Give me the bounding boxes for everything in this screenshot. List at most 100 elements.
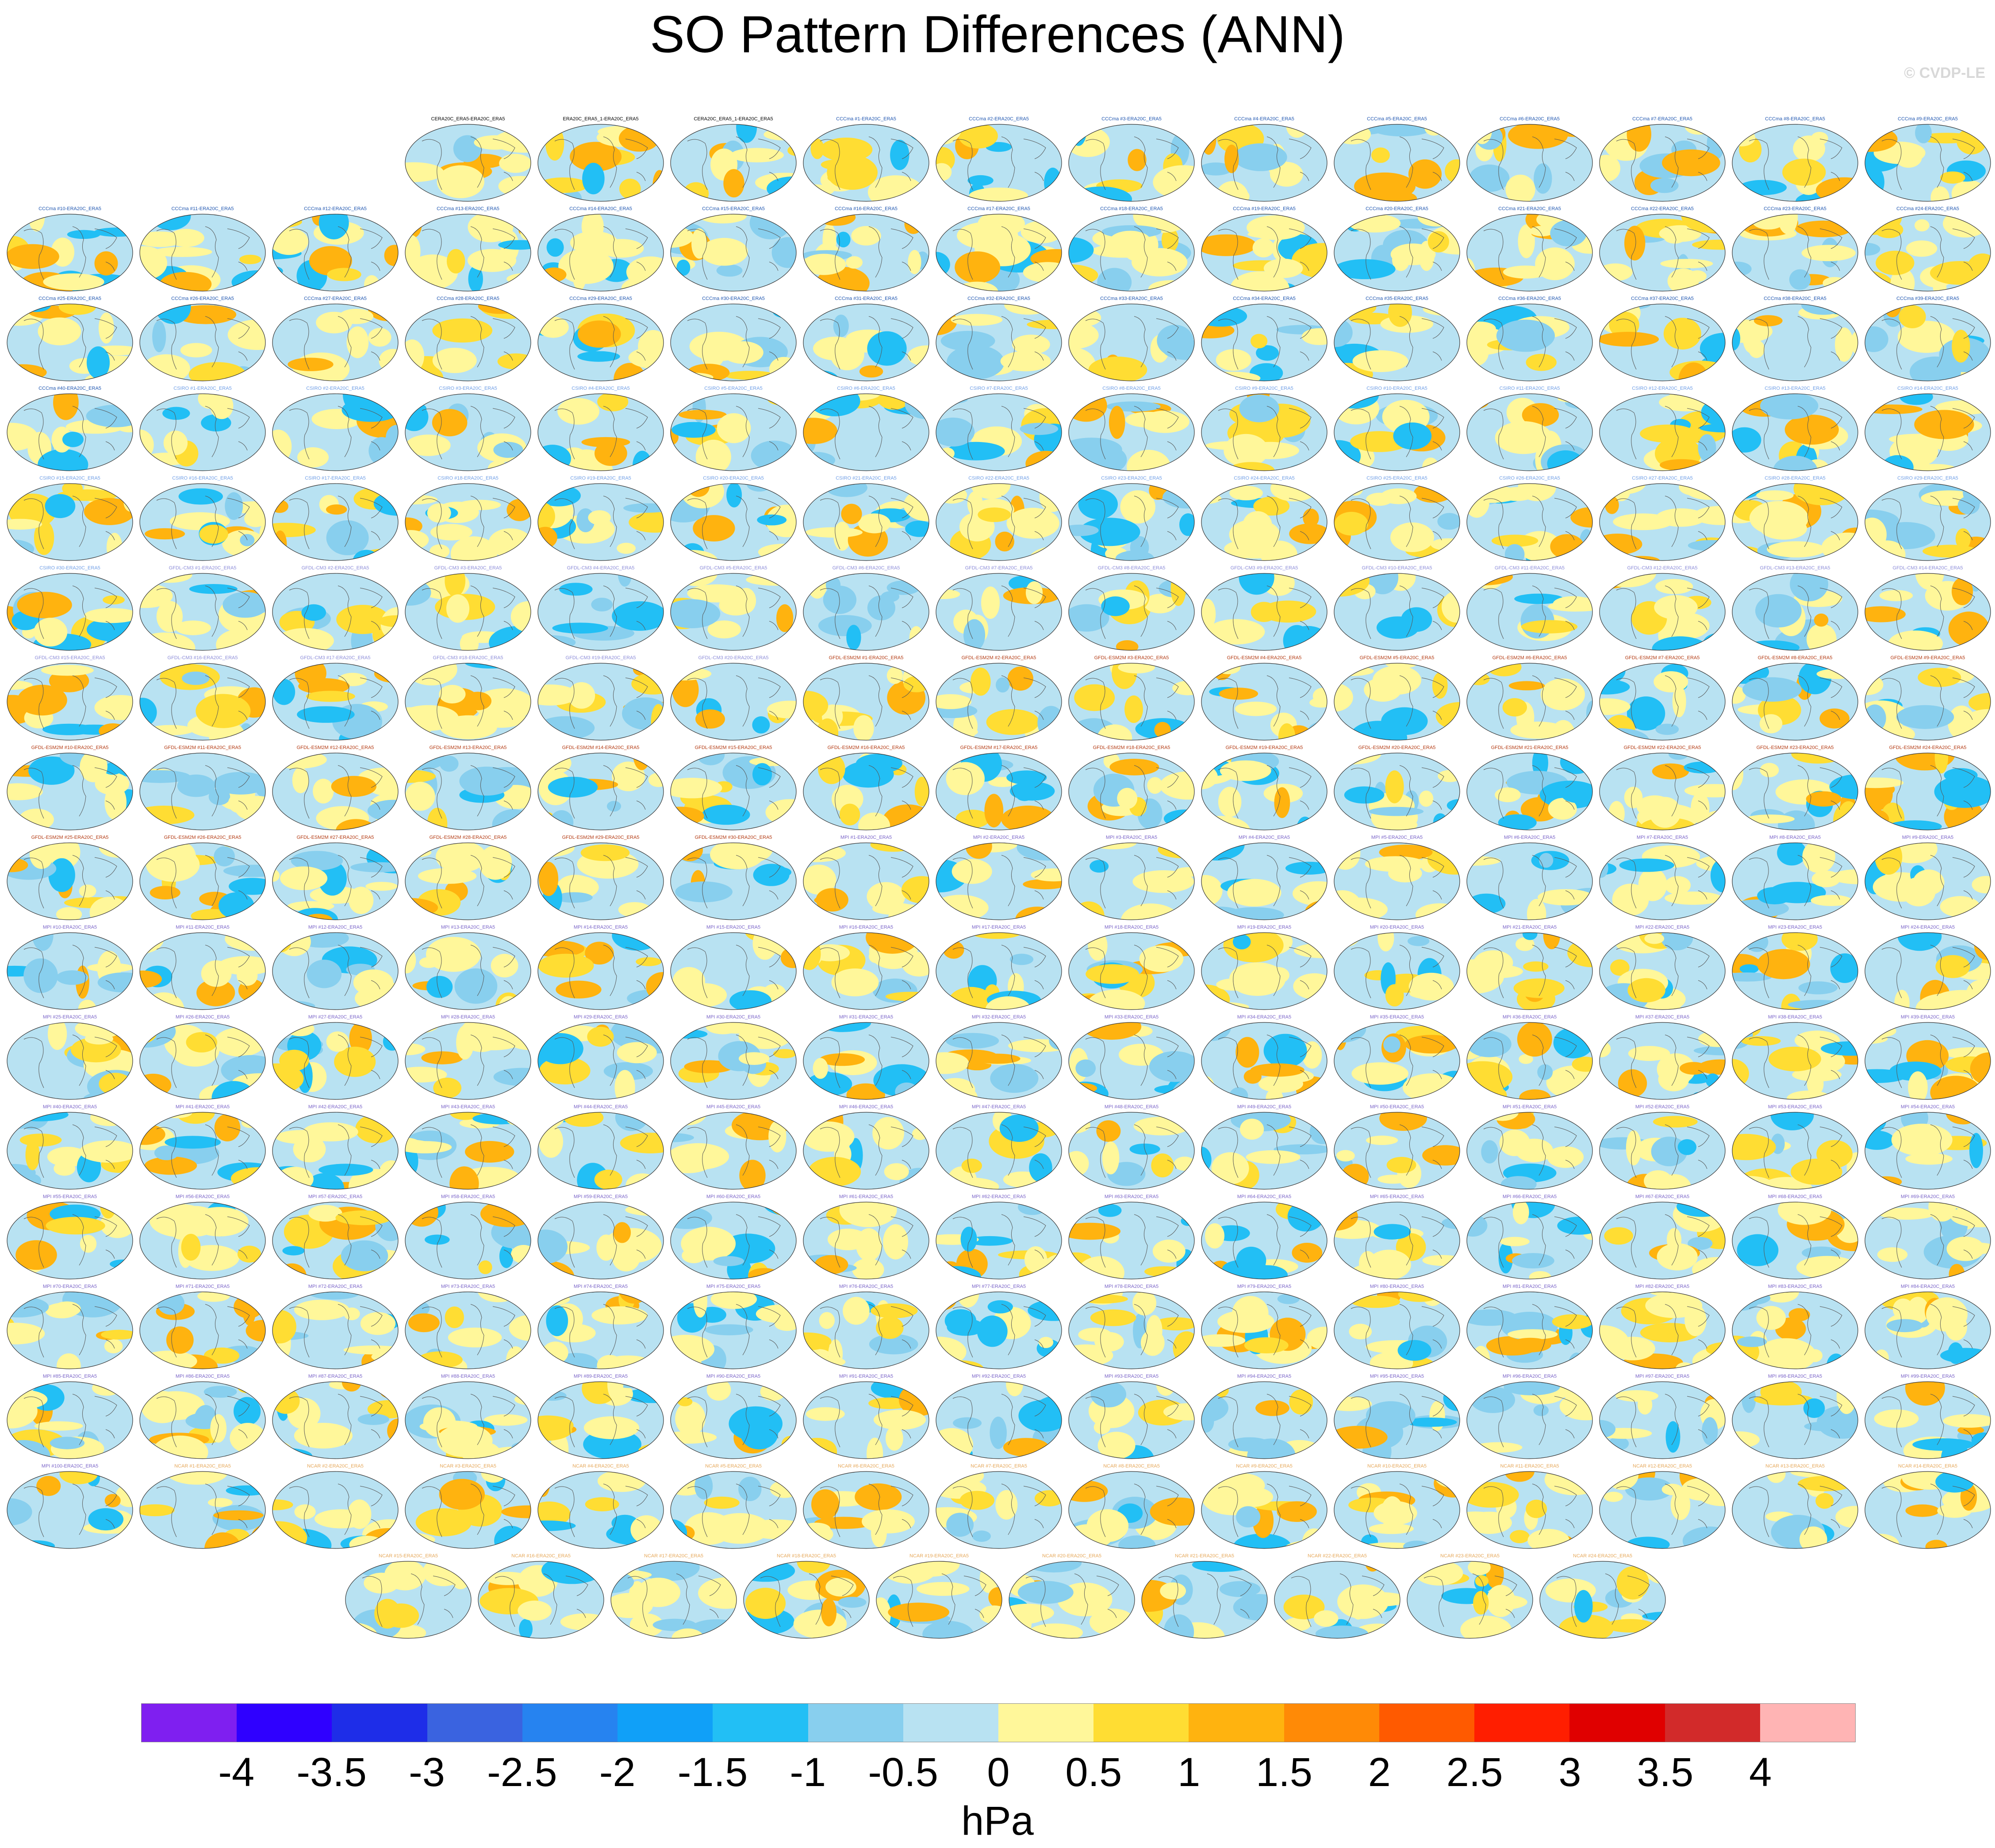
anomaly-region bbox=[1467, 1511, 1512, 1534]
anomaly-region bbox=[548, 776, 598, 798]
map-panel: GFDL-ESM2M #30-ERA20C_ERA5 bbox=[669, 834, 798, 924]
panel-label: GFDL-CM3 #11-ERA20C_ERA5 bbox=[1494, 565, 1565, 571]
map-panel: CSIRO #15-ERA20C_ERA5 bbox=[5, 475, 134, 565]
coastline bbox=[820, 229, 840, 280]
panel-label: CCCma #36-ERA20C_ERA5 bbox=[1498, 296, 1561, 301]
coastline bbox=[1554, 318, 1577, 339]
anomaly-region bbox=[1553, 596, 1592, 612]
map-panel: CSIRO #23-ERA20C_ERA5 bbox=[1067, 475, 1196, 565]
anomaly-region bbox=[365, 882, 398, 891]
anomaly-region bbox=[439, 685, 466, 703]
panel-label: GFDL-ESM2M #18-ERA20C_ERA5 bbox=[1093, 745, 1170, 750]
panel-label: GFDL-ESM2M #14-ERA20C_ERA5 bbox=[562, 745, 640, 750]
panel-label: MPI #4-ERA20C_ERA5 bbox=[1238, 835, 1290, 840]
anomaly-region bbox=[1801, 245, 1856, 261]
coastline bbox=[105, 351, 115, 361]
anomaly-map bbox=[1201, 1471, 1327, 1549]
panel-label: NCAR #5-ERA20C_ERA5 bbox=[705, 1464, 762, 1469]
anomaly-map bbox=[1732, 932, 1858, 1010]
coastline bbox=[554, 319, 575, 370]
anomaly-region bbox=[1618, 1069, 1647, 1098]
anomaly-region bbox=[1644, 933, 1665, 944]
anomaly-region bbox=[675, 1401, 706, 1436]
anomaly-region bbox=[168, 229, 204, 247]
map-panel: GFDL-CM3 #11-ERA20C_ERA5 bbox=[1465, 565, 1594, 654]
panel-label: GFDL-ESM2M #15-ERA20C_ERA5 bbox=[694, 745, 772, 750]
anomaly-map bbox=[7, 663, 133, 741]
map-panel: MPI #38-ERA20C_ERA5 bbox=[1730, 1014, 1860, 1103]
coastline bbox=[338, 496, 352, 547]
anomaly-region bbox=[803, 1522, 831, 1535]
anomaly-region bbox=[357, 1414, 389, 1425]
anomaly-region bbox=[724, 371, 777, 380]
anomaly-region bbox=[1069, 127, 1110, 157]
anomaly-region bbox=[955, 251, 1001, 283]
panel-label: CCCma #1-ERA20C_ERA5 bbox=[836, 116, 896, 122]
coastline bbox=[1399, 585, 1413, 637]
anomaly-region bbox=[947, 442, 1005, 461]
anomaly-map bbox=[7, 842, 133, 920]
panel-label: CCCma #16-ERA20C_ERA5 bbox=[835, 206, 898, 211]
coastline bbox=[1565, 261, 1575, 271]
map-panel: GFDL-CM3 #12-ERA20C_ERA5 bbox=[1598, 565, 1727, 654]
anomaly-region bbox=[1749, 501, 1809, 536]
anomaly-region bbox=[294, 1299, 349, 1320]
anomaly-map bbox=[1732, 304, 1858, 381]
coastline bbox=[1001, 136, 1015, 188]
anomaly-region bbox=[485, 1571, 530, 1585]
map-panel: NCAR #23-ERA20C_ERA5 bbox=[1405, 1553, 1535, 1642]
anomaly-region bbox=[17, 592, 72, 619]
anomaly-region bbox=[1757, 949, 1810, 980]
coastline bbox=[868, 496, 882, 547]
anomaly-region bbox=[1069, 237, 1094, 263]
panel-label: CCCma #22-ERA20C_ERA5 bbox=[1631, 206, 1694, 211]
anomaly-region bbox=[595, 441, 627, 466]
anomaly-map bbox=[1068, 124, 1195, 202]
panel-label: MPI #41-ERA20C_ERA5 bbox=[175, 1104, 230, 1110]
coastline bbox=[371, 711, 380, 720]
anomaly-map bbox=[670, 1112, 797, 1190]
anomaly-region bbox=[1935, 1471, 1974, 1493]
anomaly-region bbox=[1508, 124, 1568, 149]
panel-label: MPI #88-ERA20C_ERA5 bbox=[441, 1374, 495, 1379]
map-panel: MPI #76-ERA20C_ERA5 bbox=[802, 1283, 931, 1373]
panel-label: GFDL-CM3 #2-ERA20C_ERA5 bbox=[301, 565, 369, 571]
anomaly-region bbox=[1283, 1617, 1311, 1631]
map-panel: MPI #13-ERA20C_ERA5 bbox=[403, 924, 533, 1014]
panel-label: MPI #32-ERA20C_ERA5 bbox=[971, 1014, 1026, 1020]
map-panel: MPI #52-ERA20C_ERA5 bbox=[1598, 1104, 1727, 1193]
anomaly-region bbox=[198, 394, 222, 409]
map-outline bbox=[1201, 124, 1327, 202]
anomaly-region bbox=[242, 753, 265, 764]
coastline bbox=[902, 261, 911, 271]
map-panel: MPI #27-ERA20C_ERA5 bbox=[271, 1014, 400, 1103]
coastline bbox=[1532, 406, 1546, 457]
panel-label: GFDL-CM3 #4-ERA20C_ERA5 bbox=[567, 565, 635, 571]
anomaly-region bbox=[1132, 248, 1188, 277]
map-panel: MPI #58-ERA20C_ERA5 bbox=[403, 1194, 533, 1283]
anomaly-region bbox=[1538, 889, 1592, 906]
coastline bbox=[1266, 585, 1281, 637]
anomaly-map bbox=[1732, 1112, 1858, 1190]
coastline bbox=[769, 351, 779, 361]
anomaly-map bbox=[1068, 1112, 1195, 1190]
map-outline bbox=[405, 124, 531, 202]
map-panel: MPI #65-ERA20C_ERA5 bbox=[1332, 1194, 1462, 1283]
anomaly-region bbox=[583, 1416, 639, 1439]
anomaly-region bbox=[1263, 258, 1303, 278]
map-panel: CCCma #34-ERA20C_ERA5 bbox=[1200, 296, 1329, 385]
panel-label: GFDL-ESM2M #23-ERA20C_ERA5 bbox=[1756, 745, 1834, 750]
anomaly-region bbox=[186, 1032, 218, 1053]
anomaly-region bbox=[405, 820, 430, 830]
coastline bbox=[1399, 226, 1413, 278]
map-panel: MPI #12-ERA20C_ERA5 bbox=[271, 924, 400, 1014]
anomaly-region bbox=[1467, 663, 1492, 668]
coastline bbox=[1167, 621, 1177, 630]
map-panel: CCCma #29-ERA20C_ERA5 bbox=[536, 296, 665, 385]
anomaly-region bbox=[833, 315, 849, 338]
coastline bbox=[1034, 261, 1044, 271]
coastline bbox=[1554, 498, 1577, 519]
panel-label: CCCma #32-ERA20C_ERA5 bbox=[967, 296, 1030, 301]
coastline bbox=[156, 319, 177, 370]
map-panel: MPI #3-ERA20C_ERA5 bbox=[1067, 834, 1196, 924]
